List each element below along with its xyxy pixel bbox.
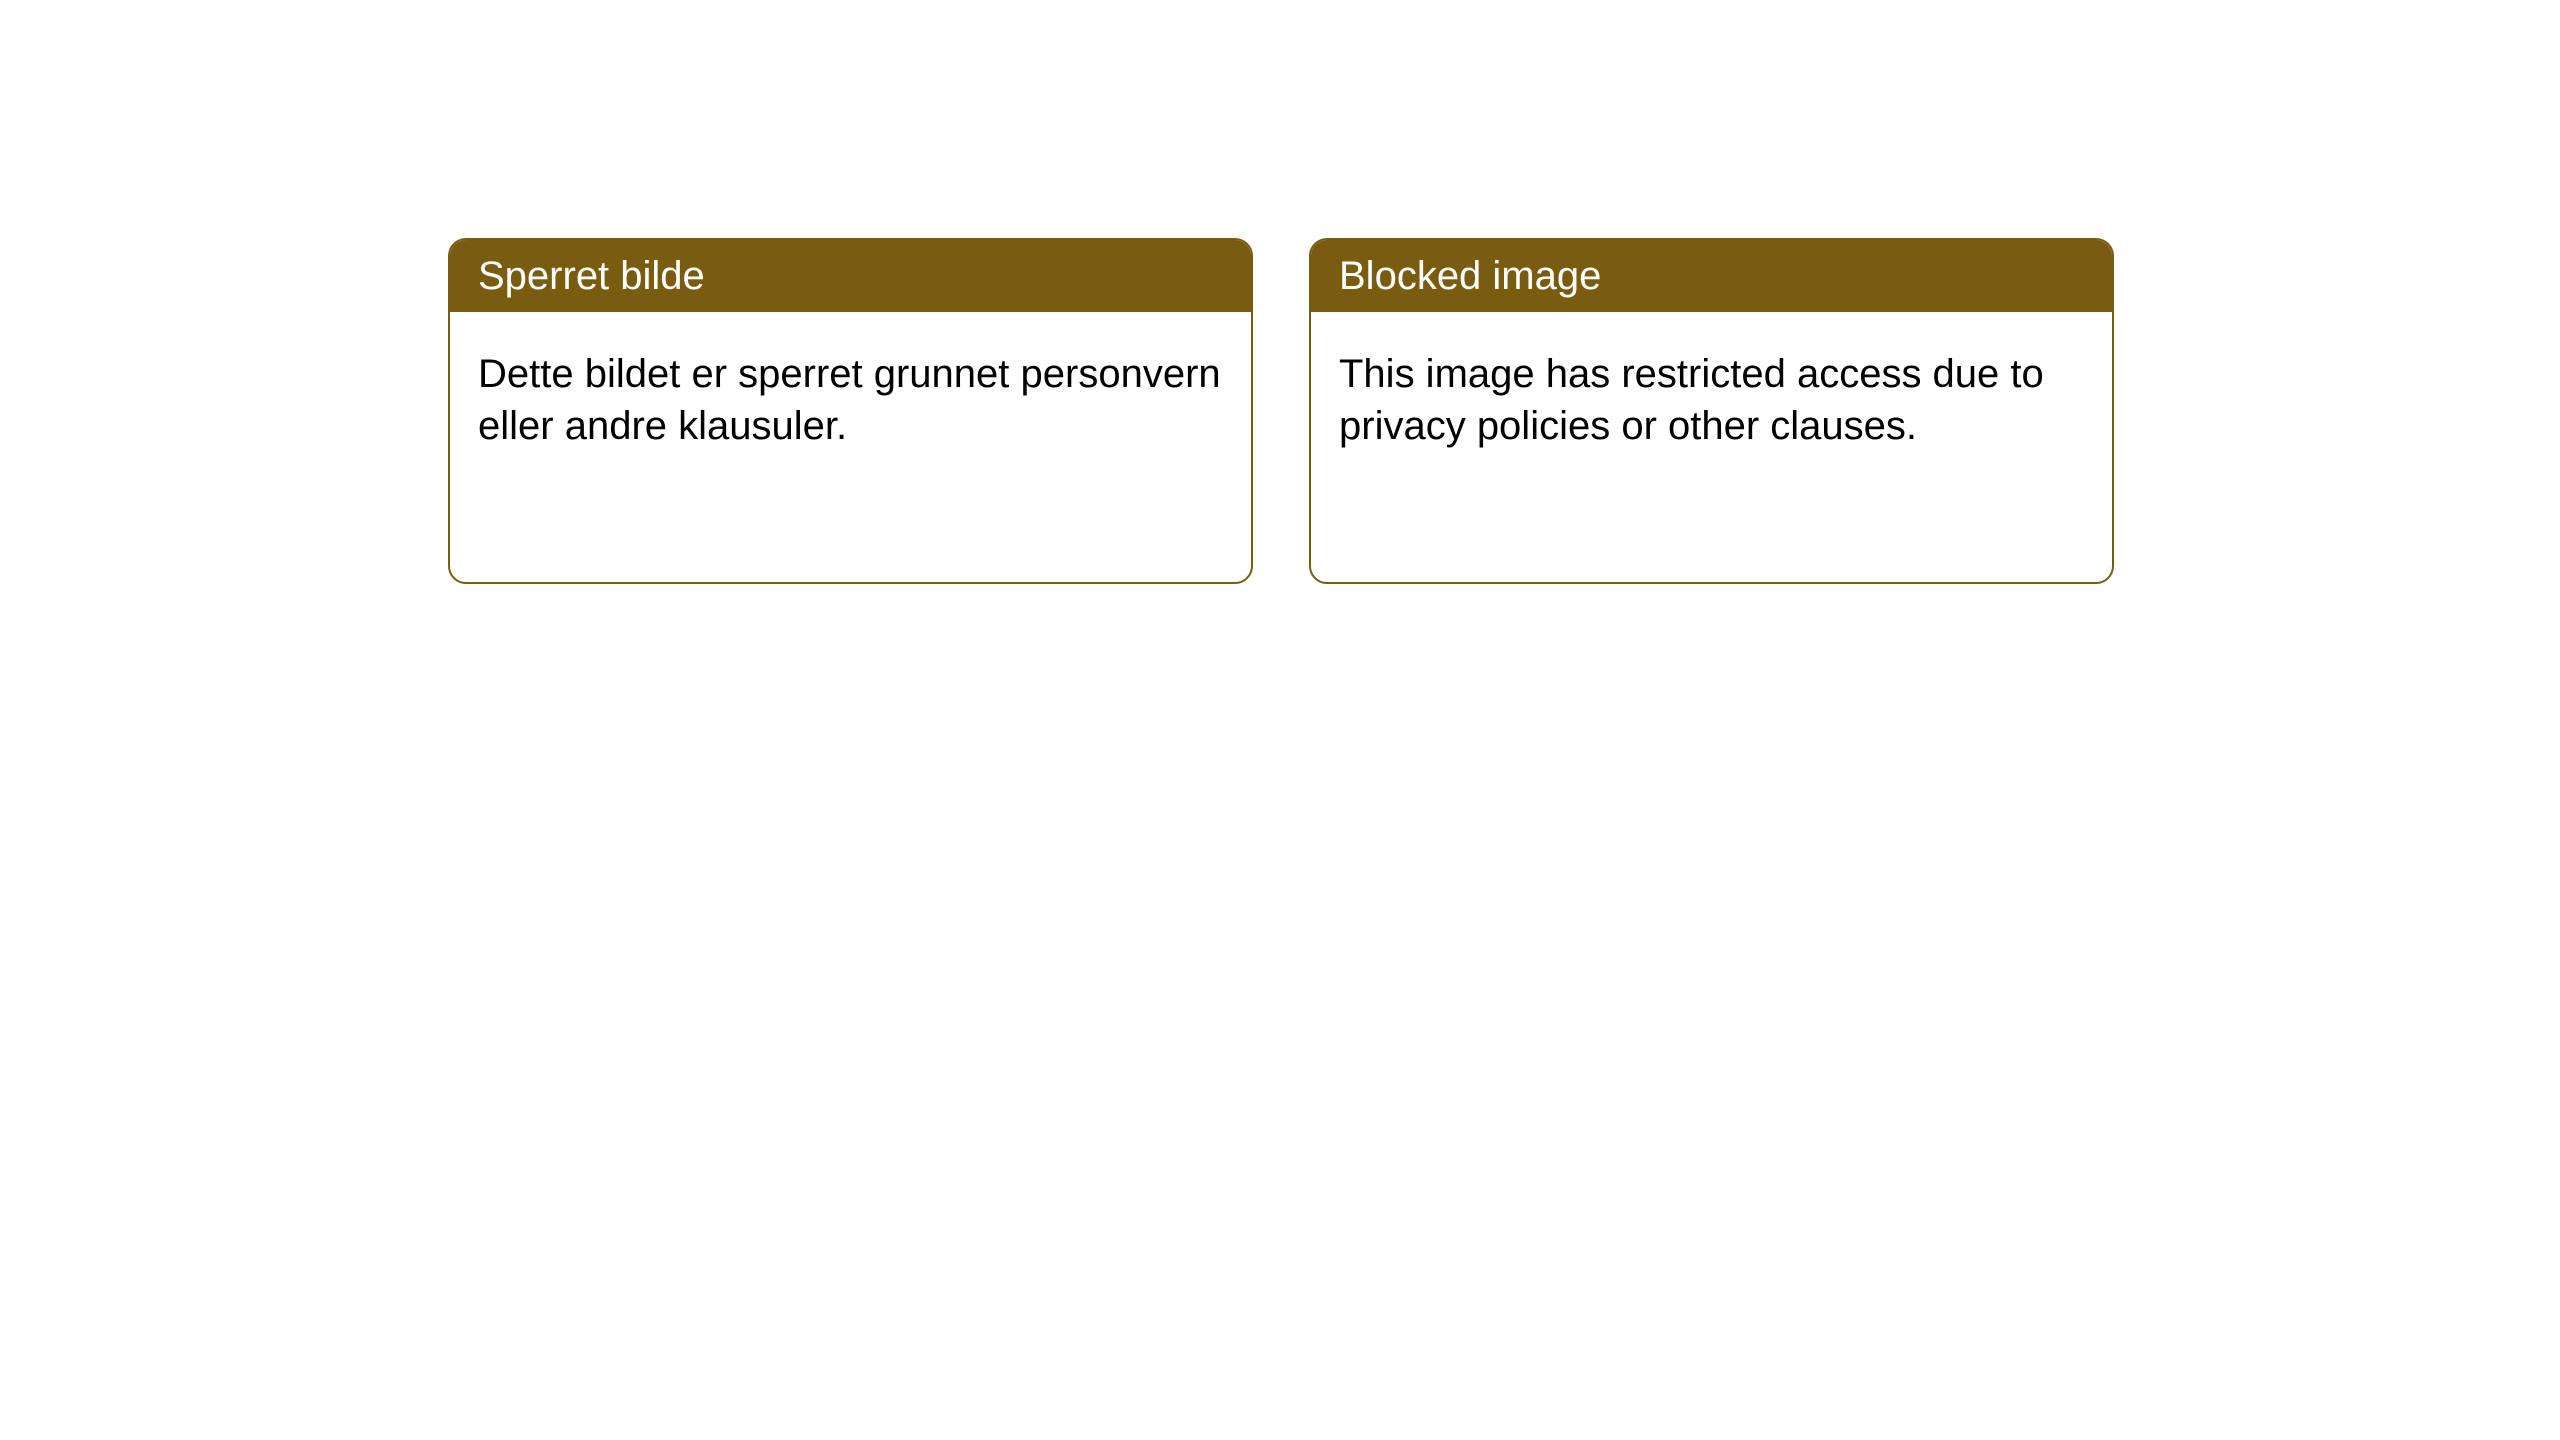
notice-card-title: Blocked image xyxy=(1311,240,2112,312)
notice-card-title: Sperret bilde xyxy=(450,240,1251,312)
notice-card-body: Dette bildet er sperret grunnet personve… xyxy=(450,312,1251,582)
notice-card-english: Blocked image This image has restricted … xyxy=(1309,238,2114,584)
notice-card-body: This image has restricted access due to … xyxy=(1311,312,2112,582)
notice-container: Sperret bilde Dette bildet er sperret gr… xyxy=(0,0,2560,584)
notice-card-norwegian: Sperret bilde Dette bildet er sperret gr… xyxy=(448,238,1253,584)
